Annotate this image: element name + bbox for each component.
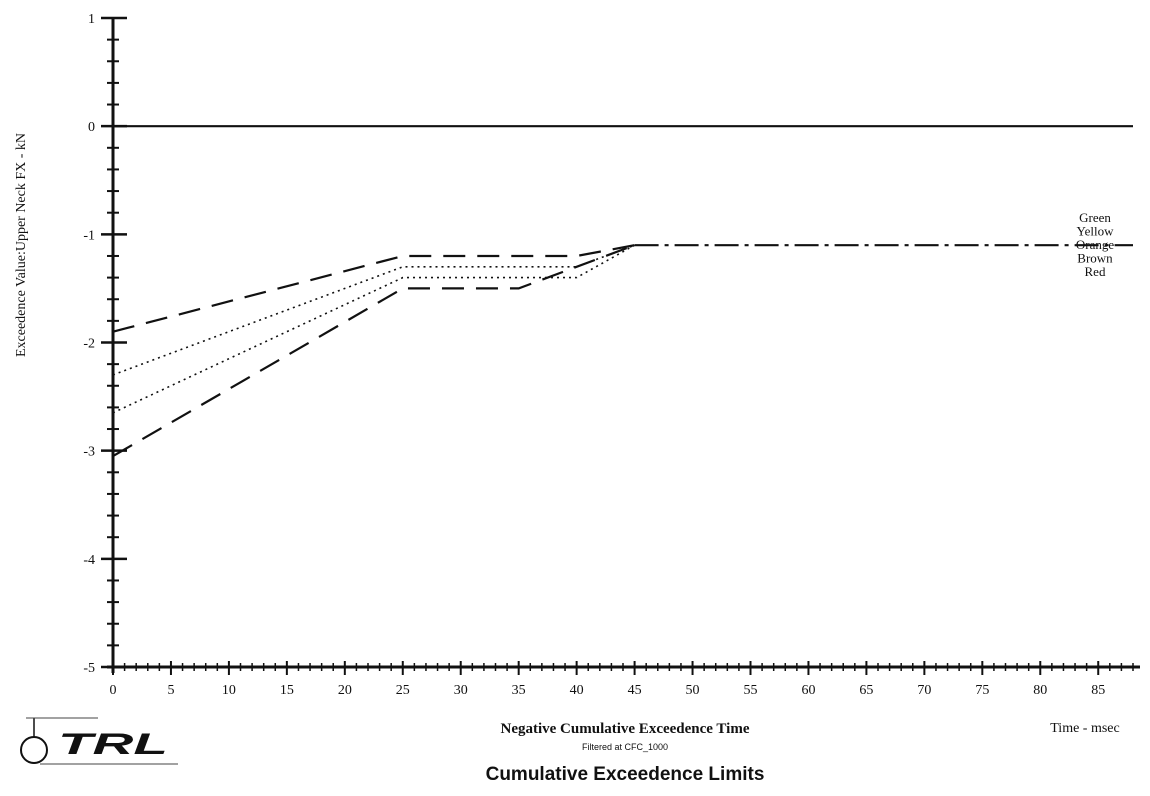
y-tick-label: -3 — [83, 445, 95, 460]
x-tick-label: 75 — [975, 683, 989, 698]
x-tick-label: 0 — [110, 683, 117, 698]
x-tick-label: 5 — [167, 683, 174, 698]
x-tick-label: 50 — [686, 683, 700, 698]
chart-subtitle: Filtered at CFC_1000 — [582, 742, 668, 752]
y-tick-label: -4 — [83, 553, 95, 568]
chart-title: Cumulative Exceedence Limits — [486, 764, 765, 785]
legend-item-yellow: Yellow — [1077, 224, 1115, 239]
x-tick-label: 65 — [859, 683, 873, 698]
x-tick-label: 45 — [628, 683, 642, 698]
y-tick-label: 1 — [88, 12, 95, 27]
trl-logo: TRL — [20, 717, 178, 765]
logo-text: TRL — [58, 728, 168, 761]
y-axis-label: Exceedence Value:Upper Neck FX - kN — [14, 133, 29, 357]
x-tick-label: 25 — [396, 683, 410, 698]
x-tick-label: 15 — [280, 683, 294, 698]
series-lines — [112, 125, 1133, 458]
x-tick-label: 70 — [917, 683, 931, 698]
x-tick-label: 80 — [1033, 683, 1047, 698]
x-tick-label: 20 — [338, 683, 352, 698]
x-axis-label: Negative Cumulative Exceedence Time — [501, 721, 750, 737]
legend-item-brown: Brown — [1077, 251, 1113, 266]
x-tick-label: 35 — [512, 683, 526, 698]
x-tick-label: 10 — [222, 683, 236, 698]
y-tick-label: -1 — [83, 228, 95, 243]
y-tick-label: -2 — [83, 337, 95, 352]
legend-item-green: Green — [1079, 210, 1111, 225]
x-unit-label: Time - msec — [1050, 721, 1119, 736]
series-line-red — [112, 244, 635, 458]
series-line-orange — [112, 244, 635, 376]
axes: 10-1-2-3-4-50 5 10 15 20 25 30 35 40 45 50 55 60 65 70… — [83, 12, 1140, 698]
series-line-yellow — [112, 244, 635, 333]
legend-item-red: Red — [1085, 264, 1106, 279]
x-tick-label: 85 — [1091, 683, 1105, 698]
series-line-brown — [112, 244, 635, 414]
legend-item-orange: Orange — [1076, 237, 1114, 252]
x-tick-label: 40 — [570, 683, 584, 698]
x-tick-label: 55 — [744, 683, 758, 698]
x-tick-label: 30 — [454, 683, 468, 698]
y-tick-label: 0 — [88, 120, 95, 135]
y-tick-label: -5 — [83, 661, 95, 676]
x-tick-label: 60 — [801, 683, 815, 698]
